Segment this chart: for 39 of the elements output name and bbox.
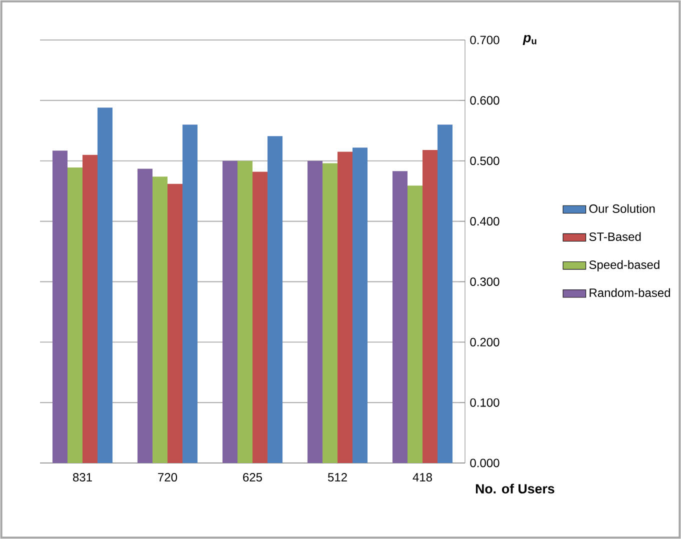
- bar: [82, 154, 98, 463]
- y-tick-label: 0.200: [470, 338, 500, 346]
- x-tick-label: 625: [243, 473, 262, 482]
- bar: [52, 150, 68, 463]
- bar: [138, 168, 153, 463]
- x-tick-label: 512: [328, 473, 347, 482]
- bar: [308, 160, 323, 463]
- y-axis-title: p$_{u}$: [522, 35, 536, 45]
- bar: [408, 186, 423, 463]
- y-tick-label: 0.300: [470, 277, 500, 286]
- bar: [222, 160, 238, 463]
- bar: [352, 148, 368, 463]
- legend-label: Our Solution: [589, 204, 655, 213]
- y-tick-label: 0.500: [470, 156, 500, 166]
- legend-label: ST-Based: [589, 232, 641, 241]
- bar: [252, 172, 268, 463]
- legend-label: Random-based: [590, 288, 670, 298]
- bar: [68, 168, 82, 463]
- bar: [438, 124, 453, 463]
- bar: [182, 124, 198, 463]
- y-tick-label: 0.100: [470, 398, 500, 407]
- x-axis-title: No. of Users: [476, 484, 554, 494]
- x-tick-label: 418: [412, 473, 432, 482]
- bar: [422, 150, 438, 463]
- x-tick-label: 720: [158, 473, 178, 482]
- legend-label: Speed-based: [589, 260, 660, 272]
- bar: [168, 184, 183, 463]
- y-tick-label: 0.600: [470, 96, 500, 105]
- bar: [392, 171, 408, 463]
- bar: [322, 163, 338, 463]
- bar: [98, 108, 113, 463]
- x-tick-label: 831: [73, 473, 92, 482]
- bar: [268, 136, 283, 463]
- y-tick-label: 0.700: [470, 36, 500, 44]
- bar: [238, 160, 252, 463]
- y-tick-label: 0.400: [470, 217, 500, 226]
- bar: [152, 176, 168, 463]
- bar: [338, 152, 353, 463]
- y-tick-label: 0.000: [470, 458, 500, 468]
